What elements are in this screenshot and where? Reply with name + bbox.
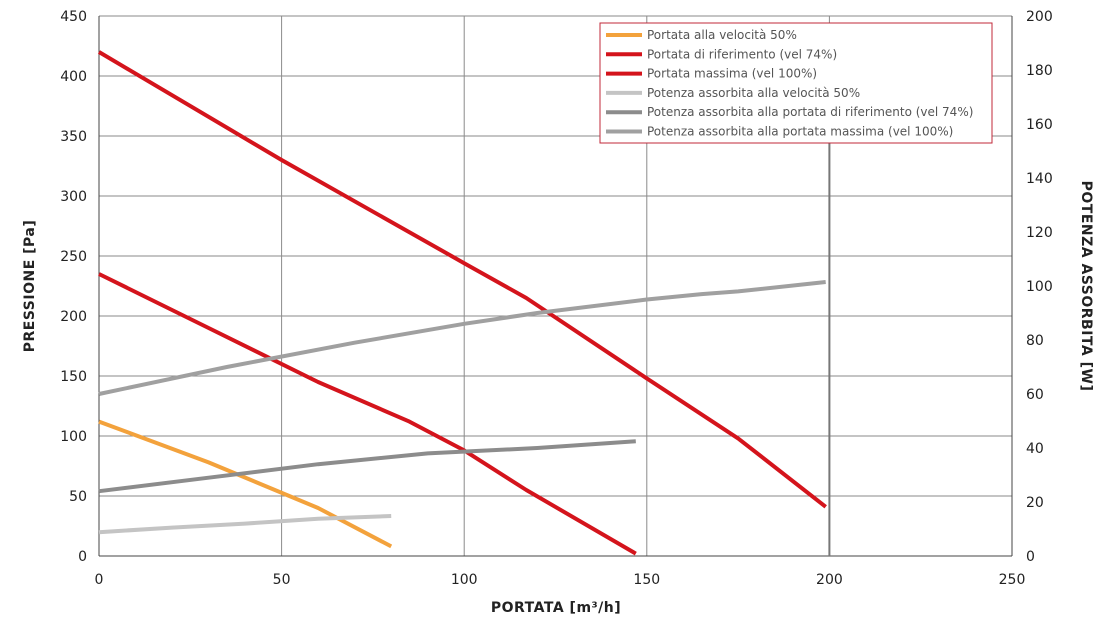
right-tick-label: 120 bbox=[1026, 225, 1053, 241]
left-tick-label: 50 bbox=[69, 489, 87, 505]
x-tick-label: 200 bbox=[816, 572, 843, 588]
legend-label: Potenza assorbita alla velocità 50% bbox=[647, 86, 860, 100]
legend-label: Portata di riferimento (vel 74%) bbox=[647, 47, 837, 61]
left-tick-label: 350 bbox=[60, 129, 87, 145]
right-tick-label: 180 bbox=[1026, 63, 1053, 79]
right-tick-label: 60 bbox=[1026, 387, 1044, 403]
series-line bbox=[98, 419, 393, 549]
left-tick-label: 450 bbox=[60, 9, 87, 25]
left-tick-label: 200 bbox=[60, 309, 87, 325]
left-tick-label: 400 bbox=[60, 69, 87, 85]
right-axis-title: POTENZA ASSORBITA [W] bbox=[1078, 181, 1094, 392]
right-tick-label: 80 bbox=[1026, 333, 1044, 349]
x-tick-label: 100 bbox=[451, 572, 478, 588]
left-tick-label: 0 bbox=[78, 549, 87, 565]
left-tick-label: 150 bbox=[60, 369, 87, 385]
legend-label: Potenza assorbita alla portata di riferi… bbox=[647, 105, 973, 119]
series-line bbox=[98, 439, 636, 494]
left-tick-label: 100 bbox=[60, 429, 87, 445]
series-line bbox=[97, 50, 827, 509]
left-axis-title: PRESSIONE [Pa] bbox=[22, 220, 38, 353]
x-tick-label: 250 bbox=[999, 572, 1026, 588]
series-line bbox=[98, 514, 392, 535]
left-tick-label: 250 bbox=[60, 249, 87, 265]
right-tick-label: 0 bbox=[1026, 549, 1035, 565]
legend-box bbox=[599, 22, 993, 144]
series-lines bbox=[97, 50, 827, 556]
x-tick-label: 0 bbox=[95, 572, 104, 588]
x-tick-label: 150 bbox=[633, 572, 660, 588]
right-tick-label: 140 bbox=[1026, 171, 1053, 187]
left-tick-label: 300 bbox=[60, 189, 87, 205]
legend-label: Portata alla velocità 50% bbox=[647, 28, 797, 42]
series-line bbox=[98, 280, 826, 396]
right-tick-label: 160 bbox=[1026, 117, 1053, 133]
legend-label: Potenza assorbita alla portata massima (… bbox=[647, 125, 953, 139]
right-tick-label: 20 bbox=[1026, 495, 1044, 511]
x-tick-label: 50 bbox=[273, 572, 291, 588]
legend-label: Portata massima (vel 100%) bbox=[647, 67, 817, 81]
right-tick-label: 200 bbox=[1026, 9, 1053, 25]
legend: Portata alla velocità 50% Portata di rife… bbox=[599, 22, 993, 144]
right-tick-label: 40 bbox=[1026, 441, 1044, 457]
series-line bbox=[98, 272, 637, 556]
right-tick-label: 100 bbox=[1026, 279, 1053, 295]
x-axis-title: PORTATA [m³/h] bbox=[491, 600, 621, 616]
